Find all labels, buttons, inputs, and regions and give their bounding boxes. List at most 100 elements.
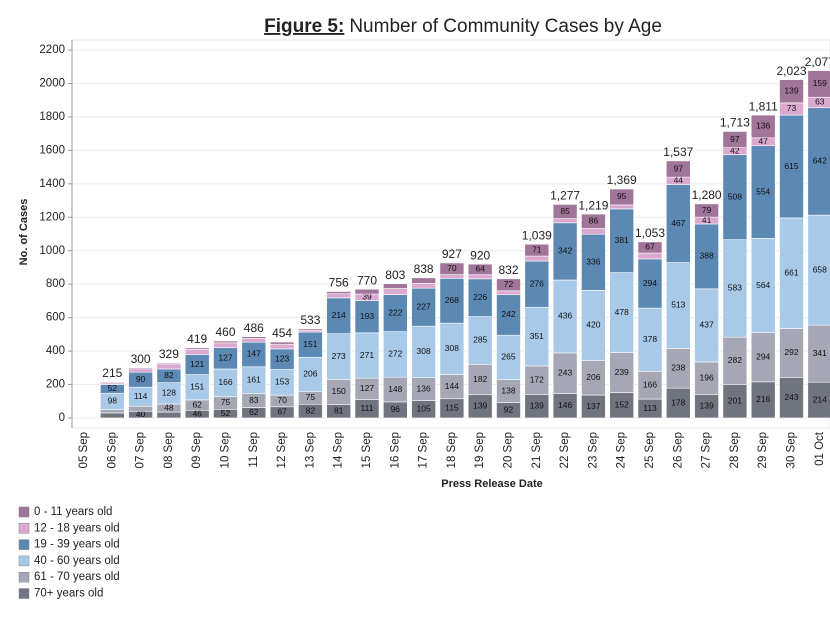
bar-segment	[439, 262, 465, 275]
bar-segment	[524, 365, 550, 396]
total-label: 460	[215, 325, 235, 339]
segment-label: 62	[249, 407, 259, 417]
bar-segment	[637, 371, 663, 400]
segment-label: 238	[671, 363, 685, 373]
segment-label: 70	[447, 263, 457, 273]
total-label: 329	[159, 347, 179, 361]
segment-label: 82	[164, 370, 174, 380]
total-label: 756	[329, 276, 349, 290]
segment-label: 272	[388, 349, 402, 359]
bar-segment	[496, 294, 521, 336]
bar-segment	[779, 114, 804, 219]
bar-segment	[439, 374, 465, 400]
legend: 0 - 11 years old 12 - 18 years old 19 - 39…	[18, 506, 120, 600]
segment-label: 41	[702, 215, 712, 225]
bar-segment	[779, 377, 804, 419]
segment-label: 85	[560, 206, 570, 216]
plot: 0 200 400 600 800 1000 1200 1400 1600 1800 2000 220…	[39, 39, 830, 468]
x-tick-label: 22 Sep	[559, 432, 571, 468]
bar-segment	[326, 291, 352, 295]
y-tick-label: 2000	[39, 78, 65, 90]
bar-segment	[665, 262, 691, 349]
total-label: 2,023	[776, 64, 806, 78]
segment-label: 144	[445, 381, 459, 391]
segment-label: 48	[164, 402, 174, 412]
bar-segment	[694, 288, 719, 363]
bar-segment	[609, 204, 635, 210]
segment-label: 152	[615, 400, 629, 410]
bar-segment	[184, 347, 210, 350]
bar-segment	[552, 393, 578, 419]
bar-segment	[524, 260, 550, 308]
y-tick-label: 1400	[39, 178, 65, 190]
bar-segment	[156, 362, 182, 365]
segment-label: 294	[643, 278, 657, 288]
segment-label: 420	[586, 320, 600, 330]
segment-label: 139	[784, 86, 798, 96]
segment-label: 62	[192, 399, 202, 409]
segment-label: 292	[784, 347, 798, 357]
segment-label: 127	[218, 353, 232, 363]
bar-segment	[439, 278, 465, 324]
bar-segment	[269, 341, 295, 345]
bar-segment	[411, 283, 436, 289]
segment-label: 276	[530, 278, 544, 288]
segment-label: 42	[730, 145, 740, 155]
segment-label: 97	[730, 134, 740, 144]
segment-label: 196	[700, 373, 714, 383]
segment-label: 40	[136, 409, 146, 419]
bar-segment	[184, 349, 210, 355]
bar-segment	[665, 387, 691, 419]
segment-label: 378	[643, 334, 657, 344]
y-tick-label: 1000	[39, 245, 65, 257]
legend-label: 12 - 18 years old	[34, 522, 120, 534]
segment-label: 52	[221, 408, 231, 418]
bar-segment	[581, 213, 606, 229]
segment-label: 351	[530, 331, 544, 341]
total-label: 1,369	[607, 173, 637, 187]
segment-label: 138	[501, 385, 515, 395]
bar-segment	[722, 384, 748, 419]
bar-segment	[609, 272, 635, 353]
y-tick-label: 0	[59, 412, 65, 424]
bar-segment	[665, 160, 691, 178]
x-tick-label: 30 Sep	[786, 432, 798, 468]
segment-label: 214	[332, 310, 346, 320]
segment-label: 139	[700, 401, 714, 411]
bar-segment	[213, 368, 238, 398]
segment-label: 273	[332, 351, 346, 361]
segment-label: 282	[728, 355, 742, 365]
segment-label: 153	[275, 377, 289, 387]
x-tick-label: 20 Sep	[503, 432, 515, 468]
segment-label: 81	[334, 405, 344, 415]
legend-swatch	[18, 539, 30, 550]
segment-label: 172	[530, 375, 544, 385]
bar-segment	[609, 352, 635, 393]
title-text: Number of Community Cases by Age	[349, 16, 662, 37]
segment-label: 67	[277, 407, 287, 417]
segment-label: 64	[475, 264, 485, 274]
y-tick-label: 200	[46, 379, 65, 391]
bar-segment	[382, 376, 408, 403]
segment-label: 243	[784, 392, 798, 402]
segment-label: 111	[361, 403, 374, 413]
y-axis-title: No. of Cases	[18, 199, 30, 266]
segment-label: 271	[360, 350, 374, 360]
x-tick-label: 18 Sep	[446, 432, 458, 468]
bar-segment	[467, 363, 493, 396]
segment-label: 478	[615, 307, 629, 317]
bar-segment	[552, 279, 578, 354]
segment-label: 239	[615, 367, 629, 377]
segment-label: 75	[221, 397, 231, 407]
bar-segment	[100, 409, 125, 414]
segment-label: 146	[558, 400, 572, 410]
segment-label: 72	[504, 279, 514, 289]
bar-segment	[100, 412, 125, 419]
segment-label: 216	[756, 394, 770, 404]
segment-label: 70	[277, 395, 287, 405]
segment-label: 73	[787, 103, 797, 113]
segment-label: 63	[815, 97, 825, 107]
legend-label: 0 - 11 years old	[34, 506, 112, 518]
legend-swatch	[18, 555, 30, 567]
